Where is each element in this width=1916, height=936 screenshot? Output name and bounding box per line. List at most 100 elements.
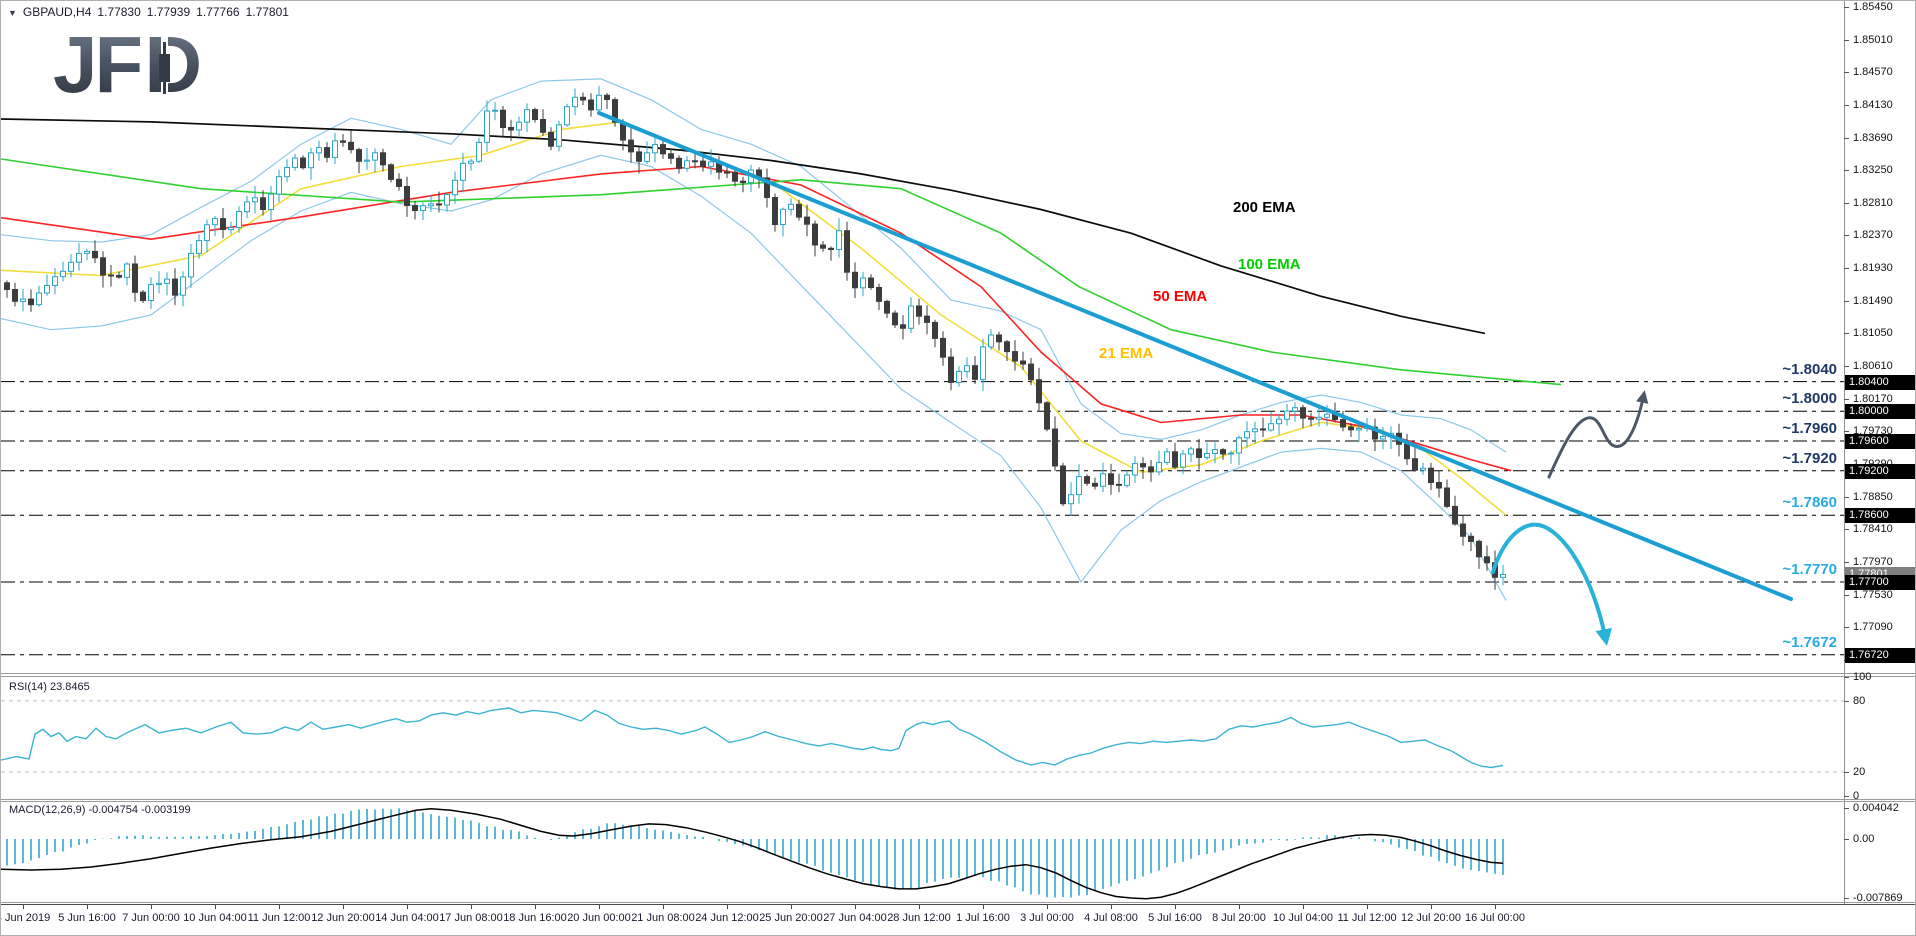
price-tick-mark [1844, 268, 1849, 269]
rsi-tick-label: 100 [1853, 671, 1872, 683]
time-tick-label: 4 Jun 2019 [0, 912, 51, 924]
descending-trendline[interactable] [597, 111, 1793, 601]
time-tick-mark [23, 905, 24, 909]
candle [1460, 523, 1466, 537]
level-label-1.7770[interactable]: ~1.7770 [1782, 561, 1837, 578]
time-tick-label: 24 Jun 12:00 [695, 912, 759, 924]
macd-tick-mark [1844, 808, 1849, 809]
candle [996, 334, 1002, 343]
price-tick-label: 1.77530 [1853, 589, 1893, 601]
candle [932, 321, 938, 339]
candle [564, 106, 570, 126]
rsi-canvas[interactable] [1, 677, 1916, 801]
time-tick-label: 18 Jun 16:00 [503, 912, 567, 924]
candle [444, 194, 450, 206]
price-tick-label: 1.78410 [1853, 523, 1893, 535]
candle [660, 144, 666, 155]
time-tick-mark [1175, 905, 1176, 909]
candle [884, 300, 890, 314]
candle [852, 271, 858, 289]
candle [500, 109, 506, 128]
candle [676, 157, 682, 169]
price-tick-label: 1.84130 [1853, 99, 1893, 111]
price-tick-label: 1.80170 [1853, 393, 1893, 405]
candle [1348, 426, 1354, 431]
macd-canvas[interactable] [1, 801, 1916, 904]
candle [468, 160, 474, 164]
candle [1284, 410, 1290, 420]
candle [20, 298, 26, 302]
time-tick-mark [279, 905, 280, 909]
price-tick-mark [1844, 301, 1849, 302]
candle [460, 162, 466, 181]
candle [84, 250, 90, 254]
ema21-label[interactable]: 21 EMA [1099, 345, 1154, 362]
level-label-1.7672[interactable]: ~1.7672 [1782, 634, 1837, 651]
candle [1404, 443, 1410, 460]
time-tick-mark [1047, 905, 1048, 909]
level-label-1.7960[interactable]: ~1.7960 [1782, 420, 1837, 437]
level-label-1.8000[interactable]: ~1.8000 [1782, 390, 1837, 407]
candle [1092, 482, 1098, 487]
time-axis[interactable]: 4 Jun 2019 5 Jun 16:00 7 Jun 00:00 10 Jun 0… [0, 904, 1915, 935]
time-tick-label: 10 Jul 04:00 [1273, 912, 1333, 924]
price-tick-label: 1.83690 [1853, 132, 1893, 144]
candle [140, 291, 146, 302]
panel-separator[interactable] [1, 673, 1915, 674]
candle [548, 131, 554, 147]
panel-separator[interactable] [1, 801, 1915, 802]
candle [1220, 449, 1226, 455]
projection-up-arrow[interactable] [1547, 390, 1649, 479]
candle [1180, 453, 1186, 468]
candle [1212, 449, 1218, 455]
candle [844, 230, 850, 273]
candle [1300, 407, 1306, 419]
level-label-1.7860[interactable]: ~1.7860 [1782, 494, 1837, 511]
ema50-label[interactable]: 50 EMA [1153, 288, 1208, 305]
ema200-label[interactable]: 200 EMA [1233, 199, 1296, 216]
price-tick-mark [1844, 497, 1849, 498]
candle [1156, 461, 1162, 473]
ema100-label[interactable]: 100 EMA [1238, 256, 1301, 273]
candle [492, 109, 498, 112]
candle [540, 119, 546, 133]
candle [1060, 465, 1066, 505]
candle [1412, 458, 1418, 471]
candle [940, 337, 946, 358]
candle [612, 99, 618, 123]
candle [260, 197, 266, 211]
candle [1012, 351, 1018, 362]
level-price-box: 1.76720 [1845, 648, 1915, 663]
panel-separator[interactable] [1, 799, 1915, 800]
candle [908, 305, 914, 329]
price-axis-border [1844, 1, 1845, 904]
time-tick-mark [727, 905, 728, 909]
time-tick-mark [407, 905, 408, 909]
chevron-down-icon[interactable]: ▼ [8, 8, 17, 18]
candle [1140, 463, 1146, 468]
projection-down-arrow[interactable] [1491, 522, 1612, 646]
main-chart-canvas[interactable] [1, 1, 1916, 677]
price-tick-mark [1844, 138, 1849, 139]
candle [1356, 427, 1362, 431]
level-label-1.8040[interactable]: ~1.8040 [1782, 361, 1837, 378]
rsi-indicator-label: RSI(14) 23.8465 [9, 681, 90, 693]
jfd-logo: JFD [53, 25, 202, 105]
price-tick-mark [1844, 562, 1849, 563]
panel-separator[interactable] [1, 676, 1915, 677]
price-tick-label: 1.85010 [1853, 34, 1893, 46]
price-tick-mark [1844, 431, 1849, 432]
candle [28, 298, 34, 306]
candle [1420, 467, 1426, 471]
candle [332, 140, 338, 158]
level-label-1.7920[interactable]: ~1.7920 [1782, 450, 1837, 467]
candle [1084, 476, 1090, 484]
candle [1044, 402, 1050, 430]
macd-tick-label: 0.004042 [1853, 802, 1899, 814]
time-tick-label: 7 Jun 00:00 [122, 912, 180, 924]
candle [76, 252, 82, 263]
time-tick-label: 11 Jul 12:00 [1337, 912, 1397, 924]
candle [180, 276, 186, 296]
candle [636, 151, 642, 162]
candle [212, 218, 218, 226]
